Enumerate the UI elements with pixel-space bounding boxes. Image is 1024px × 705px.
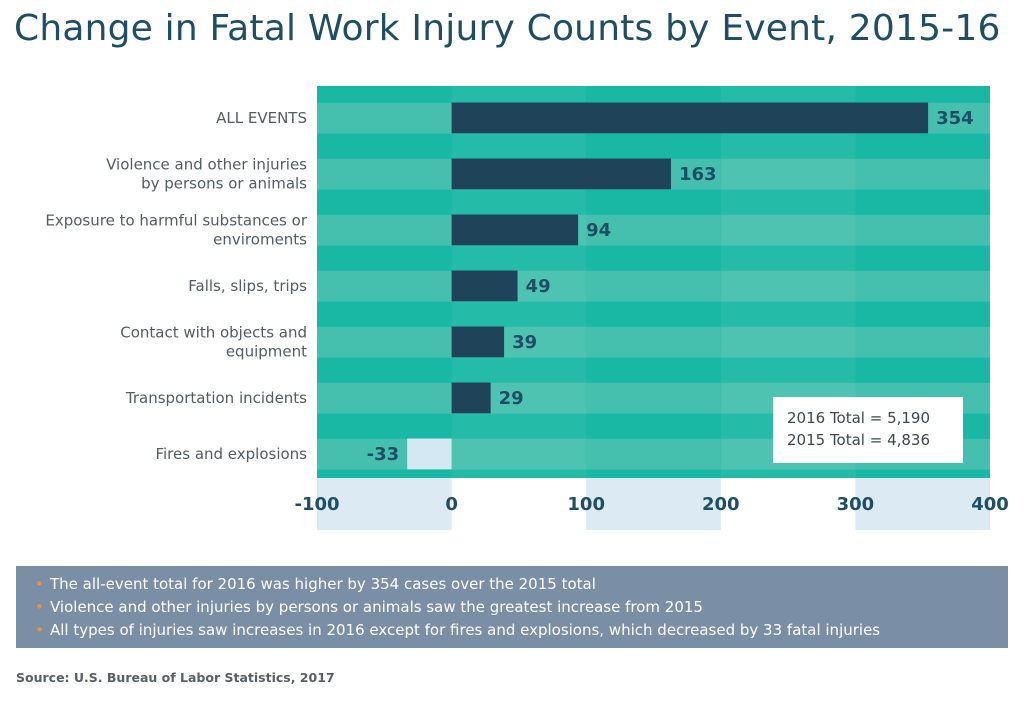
note-item: • All types of injuries saw increases in … — [35, 619, 1008, 642]
data-label: 49 — [526, 276, 551, 297]
category-label: enviroments — [213, 230, 307, 248]
x-tick-label: 100 — [567, 494, 605, 515]
tick-band — [855, 478, 990, 530]
tick-band — [317, 478, 452, 530]
bar-chart: 354 ALL EVENTS 163 Violence and other injur… — [45, 86, 1009, 530]
bar — [451, 158, 671, 190]
bullet-icon: • — [35, 575, 44, 593]
data-label: 354 — [936, 108, 974, 129]
category-label: Violence and other injuries — [106, 155, 307, 173]
bar — [451, 382, 491, 414]
bar — [451, 214, 579, 246]
category-label: equipment — [226, 342, 307, 360]
category-label: Exposure to harmful substances or — [45, 211, 307, 229]
data-label: 94 — [586, 220, 611, 241]
bar — [451, 326, 505, 358]
row-band — [317, 214, 990, 246]
row-band — [317, 270, 990, 302]
category-label: by persons or animals — [141, 174, 307, 192]
note-text: The all-event total for 2016 was higher … — [50, 575, 596, 593]
totals-annotation: 2016 Total = 5,190 2015 Total = 4,836 — [773, 397, 963, 463]
key-findings-panel: • The all-event total for 2016 was higher… — [16, 566, 1008, 648]
total-2015: 2015 Total = 4,836 — [787, 431, 931, 449]
data-label: -33 — [367, 444, 400, 465]
x-tick-label: 400 — [971, 494, 1009, 515]
bullet-icon: • — [35, 621, 44, 639]
x-tick-label: 200 — [702, 494, 740, 515]
category-label: Falls, slips, trips — [188, 277, 307, 295]
data-label: 163 — [679, 164, 717, 185]
note-item: • The all-event total for 2016 was higher… — [35, 573, 1008, 596]
bar — [451, 102, 929, 134]
data-label: 39 — [512, 332, 537, 353]
x-tick-label: 0 — [445, 494, 458, 515]
x-tick-label: -100 — [294, 494, 339, 515]
note-text: All types of injuries saw increases in 2… — [50, 621, 881, 639]
category-label: Contact with objects and — [120, 323, 307, 341]
data-label: 29 — [499, 388, 524, 409]
x-tick-label: 300 — [837, 494, 875, 515]
note-item: • Violence and other injuries by persons … — [35, 596, 1008, 619]
note-text: Violence and other injuries by persons o… — [50, 598, 703, 616]
bar — [451, 270, 518, 302]
row-band — [317, 326, 990, 358]
category-label: ALL EVENTS — [216, 109, 307, 127]
chart-title: Change in Fatal Work Injury Counts by Ev… — [14, 8, 1001, 49]
bullet-icon: • — [35, 598, 44, 616]
tick-band — [586, 478, 721, 530]
category-label: Transportation incidents — [125, 389, 307, 407]
total-2016: 2016 Total = 5,190 — [787, 409, 931, 427]
source-note: Source: U.S. Bureau of Labor Statistics,… — [16, 670, 335, 685]
category-label: Fires and explosions — [155, 445, 307, 463]
bar — [407, 438, 452, 470]
